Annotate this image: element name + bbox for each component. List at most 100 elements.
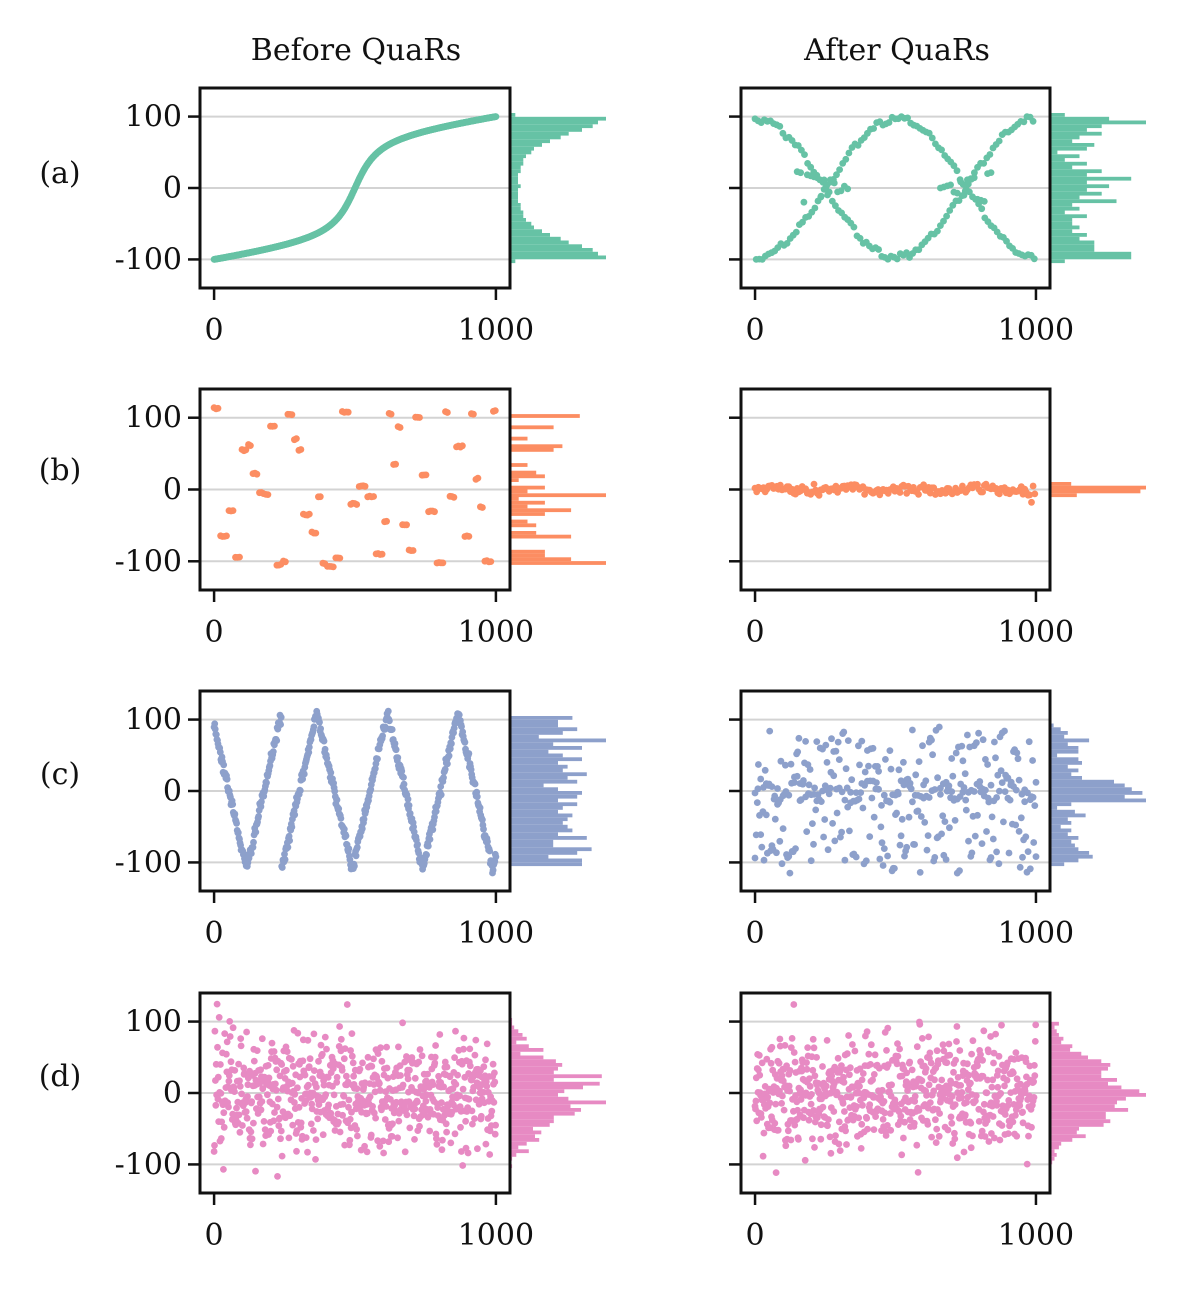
scatter-point	[244, 1081, 252, 1089]
scatter-point	[859, 1101, 866, 1109]
scatter-point	[843, 1050, 851, 1058]
scatter-point	[923, 846, 931, 854]
scatter-point	[293, 435, 300, 442]
scatter-point	[755, 761, 762, 768]
scatter-point	[225, 1072, 233, 1079]
scatter-point	[983, 1089, 991, 1097]
histogram-bar	[510, 436, 528, 441]
scatter-point	[275, 1122, 283, 1130]
scatter-point	[479, 816, 486, 824]
scatter-point	[953, 1038, 960, 1045]
scatter-point	[758, 843, 766, 851]
scatter-point	[993, 848, 1000, 856]
scatter-point	[356, 1065, 364, 1073]
scatter-point	[225, 1077, 233, 1085]
scatter-point	[277, 1127, 285, 1135]
scatter-point	[844, 737, 852, 744]
scatter-point	[1000, 818, 1007, 826]
histogram-bar	[1050, 1051, 1082, 1056]
scatter-point	[1025, 1132, 1032, 1140]
scatter-point	[882, 1132, 890, 1139]
scatter-point	[359, 1059, 366, 1067]
scatter-point	[354, 1132, 361, 1140]
scatter-point	[217, 1090, 225, 1097]
scatter-point	[304, 1036, 312, 1044]
scatter-point	[925, 794, 933, 801]
scatter-point	[274, 1173, 281, 1180]
histogram-bar	[510, 176, 518, 181]
scatter-point	[755, 1051, 763, 1059]
scatter-point	[379, 732, 386, 740]
scatter-point	[471, 1051, 479, 1059]
histogram-bar	[510, 444, 563, 449]
histogram-bar	[510, 1089, 565, 1094]
scatter-point	[787, 1044, 795, 1051]
scatter-point	[904, 1087, 911, 1094]
scatter-point	[333, 796, 341, 804]
scatter-point	[876, 855, 884, 863]
scatter-point	[903, 843, 911, 851]
scatter-point	[342, 832, 350, 840]
histogram-bar	[510, 161, 524, 166]
scatter-point	[842, 1127, 849, 1135]
scatter-point	[1021, 1087, 1029, 1095]
histogram-bar	[510, 485, 545, 490]
scatter-point	[776, 122, 784, 130]
scatter-point	[824, 1122, 831, 1130]
scatter-point	[900, 781, 908, 789]
x-tick-label: 0	[205, 1218, 224, 1253]
scatter-point	[807, 857, 815, 865]
scatter-point	[440, 774, 447, 782]
scatter-point	[771, 815, 779, 823]
scatter-point	[231, 1067, 239, 1074]
histogram-bar	[1050, 764, 1068, 769]
scatter-point	[1003, 1076, 1011, 1084]
histogram-bar	[510, 776, 568, 780]
scatter-point	[480, 1063, 488, 1071]
histogram-bar	[510, 742, 554, 747]
scatter-point	[827, 1089, 834, 1097]
scatter-point	[846, 1071, 853, 1079]
scatter-point	[838, 828, 845, 836]
histogram-bar	[510, 772, 587, 777]
scatter-point	[982, 756, 989, 763]
histogram-bar	[510, 716, 573, 720]
scatter-point	[893, 1060, 901, 1068]
histogram-bar	[1050, 731, 1068, 735]
scatter-point	[235, 1060, 243, 1068]
histogram-bar	[1050, 738, 1090, 743]
scatter-point	[323, 754, 331, 762]
scatter-point	[762, 811, 770, 819]
scatter-point	[281, 856, 289, 863]
scatter-point	[333, 1073, 341, 1081]
scatter-point	[238, 1090, 246, 1098]
histogram-bar	[510, 519, 528, 524]
scatter-point	[903, 249, 910, 256]
histogram-bar	[1050, 776, 1082, 780]
scatter-point	[846, 827, 853, 835]
scatter-point	[932, 1139, 940, 1146]
scatter-point	[223, 1038, 231, 1046]
histogram-bar	[1050, 1085, 1122, 1090]
scatter-point	[775, 1059, 783, 1067]
scatter-point	[229, 507, 237, 514]
scatter-point	[259, 1140, 267, 1148]
x-tick-label: 0	[205, 313, 224, 348]
scatter-point	[452, 1027, 459, 1035]
scatter-point	[829, 820, 836, 827]
scatter-point	[894, 790, 902, 798]
scatter-point	[316, 718, 323, 726]
histogram-bar	[510, 1044, 529, 1049]
scatter-point	[787, 1136, 795, 1144]
scatter-point	[985, 1138, 993, 1145]
scatter-point	[305, 743, 313, 751]
scatter-point	[484, 838, 491, 845]
histogram-bar	[1050, 761, 1082, 765]
scatter-point	[810, 1107, 817, 1114]
scatter-point	[244, 1093, 251, 1100]
scatter-point	[887, 765, 895, 773]
scatter-point	[884, 1061, 892, 1069]
scatter-point	[325, 1101, 332, 1109]
scatter-point	[776, 1087, 783, 1095]
histogram-bar	[1050, 139, 1073, 144]
